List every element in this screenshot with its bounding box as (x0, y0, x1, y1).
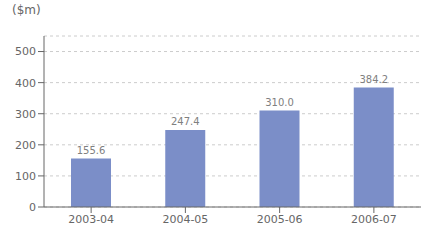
svg-text:384.2: 384.2 (359, 74, 388, 85)
svg-text:200: 200 (15, 139, 36, 152)
svg-text:2003-04: 2003-04 (68, 213, 114, 226)
svg-text:247.4: 247.4 (171, 116, 200, 127)
html-text:($m): ($m) (12, 3, 41, 17)
svg-text:2005-06: 2005-06 (257, 213, 303, 226)
svg-text:0: 0 (29, 201, 36, 214)
svg-text:500: 500 (15, 45, 36, 58)
svg-text:300: 300 (15, 108, 36, 121)
svg-text:310.0: 310.0 (265, 97, 294, 108)
svg-text:100: 100 (15, 170, 36, 183)
svg-text:2004-05: 2004-05 (162, 213, 208, 226)
svg-text:400: 400 (15, 77, 36, 90)
svg-text:2006-07: 2006-07 (351, 213, 397, 226)
svg-text:155.6: 155.6 (77, 145, 106, 156)
